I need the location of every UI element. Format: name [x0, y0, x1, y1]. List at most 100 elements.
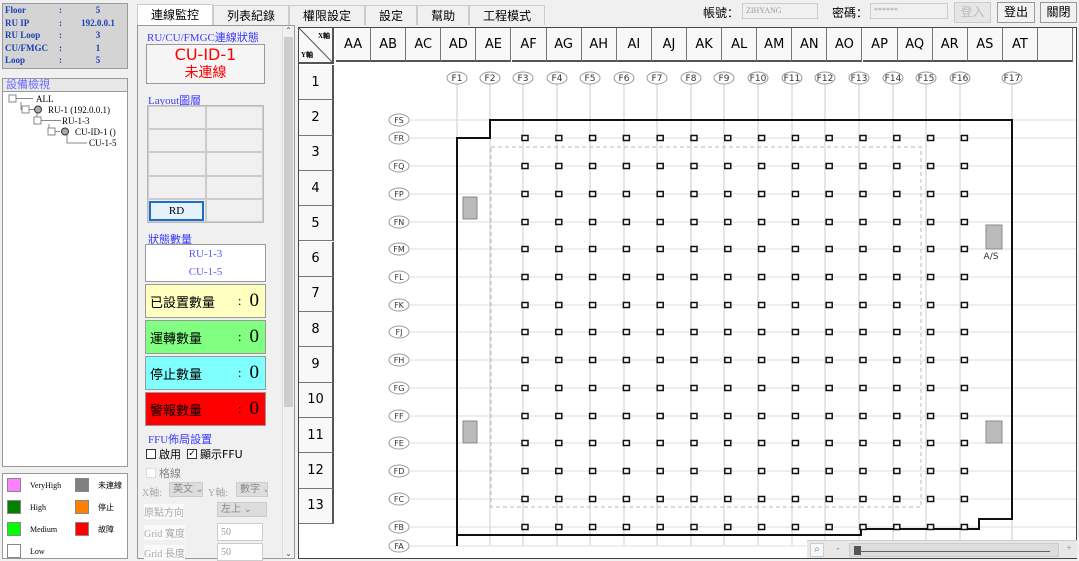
- ffu-unit[interactable]: [521, 384, 529, 392]
- ffu-unit[interactable]: [757, 495, 766, 503]
- ffu-unit[interactable]: [757, 190, 766, 198]
- ffu-unit[interactable]: [588, 439, 597, 447]
- ffu-unit[interactable]: [690, 218, 698, 226]
- ffu-unit[interactable]: [555, 495, 563, 503]
- password-input[interactable]: ******: [870, 3, 948, 19]
- ffu-unit[interactable]: [555, 162, 563, 170]
- ffu-unit[interactable]: [690, 523, 698, 531]
- ffu-unit[interactable]: [960, 328, 969, 336]
- ffu-unit[interactable]: [724, 412, 732, 420]
- login-button[interactable]: 登入: [954, 2, 991, 23]
- ffu-unit[interactable]: [656, 162, 664, 170]
- zoom-fit-icon[interactable]: ⌕: [810, 543, 824, 557]
- grid-length-input[interactable]: 50: [217, 543, 263, 561]
- rd-button[interactable]: RD: [149, 201, 204, 221]
- column-header[interactable]: AA: [336, 28, 372, 62]
- ffu-unit[interactable]: [622, 356, 631, 364]
- column-header[interactable]: AF: [511, 28, 547, 62]
- ffu-unit[interactable]: [588, 134, 597, 142]
- ffu-unit[interactable]: [521, 190, 529, 198]
- ffu-unit[interactable]: [757, 328, 766, 336]
- tab-1[interactable]: 列表紀錄: [213, 5, 290, 25]
- ffu-unit[interactable]: [690, 134, 698, 142]
- ffu-unit[interactable]: [791, 245, 800, 253]
- ffu-unit[interactable]: [791, 495, 800, 503]
- ffu-unit[interactable]: [791, 190, 800, 198]
- tree-node-all[interactable]: ALL: [36, 94, 54, 104]
- ffu-unit[interactable]: [656, 356, 664, 364]
- ffu-unit[interactable]: [588, 328, 597, 336]
- ffu-unit[interactable]: [757, 218, 766, 226]
- ffu-unit[interactable]: [893, 273, 901, 281]
- zoom-slider[interactable]: [849, 543, 1059, 557]
- ffu-unit[interactable]: [757, 162, 766, 170]
- ffu-unit[interactable]: [622, 190, 631, 198]
- ffu-unit[interactable]: [893, 523, 901, 531]
- ffu-unit[interactable]: [825, 218, 833, 226]
- ffu-unit[interactable]: [960, 412, 969, 420]
- ffu-unit[interactable]: [791, 273, 800, 281]
- ffu-unit[interactable]: [791, 328, 800, 336]
- show-ffu-checkbox[interactable]: ✓: [187, 449, 197, 459]
- row-header[interactable]: 5: [299, 206, 334, 242]
- ffu-unit[interactable]: [555, 134, 563, 142]
- tab-3[interactable]: 設定: [365, 5, 418, 25]
- gridline-checkbox[interactable]: [146, 468, 156, 478]
- ffu-unit[interactable]: [656, 467, 664, 475]
- ffu-unit[interactable]: [960, 301, 969, 309]
- ffu-unit[interactable]: [656, 190, 664, 198]
- ffu-unit[interactable]: [926, 328, 935, 336]
- ffu-unit[interactable]: [926, 190, 935, 198]
- enable-checkbox[interactable]: [146, 449, 156, 459]
- ffu-unit[interactable]: [622, 384, 631, 392]
- ffu-unit[interactable]: [555, 218, 563, 226]
- ffu-unit[interactable]: [521, 523, 529, 531]
- column-header[interactable]: AE: [476, 28, 512, 62]
- tab-5[interactable]: 工程模式: [469, 5, 546, 25]
- ffu-unit[interactable]: [825, 523, 833, 531]
- ffu-unit[interactable]: [555, 245, 563, 253]
- column-header[interactable]: AL: [722, 28, 758, 62]
- ffu-unit[interactable]: [656, 245, 664, 253]
- ffu-unit[interactable]: [656, 523, 664, 531]
- ffu-unit[interactable]: [926, 384, 935, 392]
- ffu-unit[interactable]: [724, 301, 732, 309]
- ffu-unit[interactable]: [588, 412, 597, 420]
- ffu-unit[interactable]: [656, 134, 664, 142]
- ffu-unit[interactable]: [588, 467, 597, 475]
- ffu-unit[interactable]: [724, 384, 732, 392]
- ffu-unit[interactable]: [893, 467, 901, 475]
- ffu-unit[interactable]: [622, 412, 631, 420]
- ffu-unit[interactable]: [960, 384, 969, 392]
- column-header[interactable]: AP: [862, 28, 898, 62]
- ffu-unit[interactable]: [521, 356, 529, 364]
- ffu-unit[interactable]: [960, 467, 969, 475]
- ffu-unit[interactable]: [622, 495, 631, 503]
- ffu-unit[interactable]: [791, 467, 800, 475]
- ffu-unit[interactable]: [521, 273, 529, 281]
- ffu-unit[interactable]: [893, 245, 901, 253]
- ffu-unit[interactable]: [622, 523, 631, 531]
- column-header[interactable]: AC: [406, 28, 442, 62]
- ffu-unit[interactable]: [656, 273, 664, 281]
- ffu-unit[interactable]: [724, 245, 732, 253]
- row-header[interactable]: 6: [299, 241, 334, 277]
- ffu-unit[interactable]: [825, 134, 833, 142]
- ffu-unit[interactable]: [893, 301, 901, 309]
- ffu-unit[interactable]: [724, 523, 732, 531]
- ffu-unit[interactable]: [859, 162, 867, 170]
- ffu-unit[interactable]: [825, 245, 833, 253]
- floor-plan[interactable]: F1 F2 F3 F4 F5 F6 F7 F8 F9 F10 F11 F12 F13 F14 F15 F16 F…: [336, 65, 1076, 559]
- account-input[interactable]: ZIHYANG: [742, 3, 818, 19]
- ffu-unit[interactable]: [656, 439, 664, 447]
- ffu-unit[interactable]: [690, 439, 698, 447]
- ffu-unit[interactable]: [960, 523, 969, 531]
- row-header[interactable]: 4: [299, 170, 334, 207]
- ffu-unit[interactable]: [859, 134, 867, 142]
- column-header[interactable]: AI: [616, 28, 652, 62]
- ffu-unit[interactable]: [791, 356, 800, 364]
- ffu-unit[interactable]: [893, 439, 901, 447]
- ffu-unit[interactable]: [926, 245, 935, 253]
- ffu-unit[interactable]: [757, 134, 766, 142]
- ffu-unit[interactable]: [588, 190, 597, 198]
